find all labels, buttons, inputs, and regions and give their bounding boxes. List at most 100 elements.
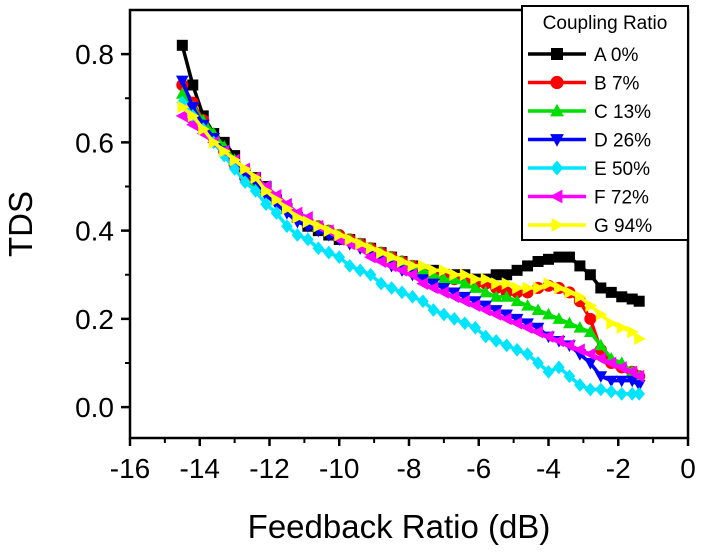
legend-item-a-0: A 0%: [528, 45, 638, 66]
x-tick-label: -10: [319, 453, 359, 484]
series-c-13-point: [489, 290, 503, 302]
series-g-94-point: [323, 224, 336, 237]
series-a-0-point: [522, 260, 534, 272]
series-c-13-point: [563, 316, 576, 329]
series-f-72-point: [447, 290, 460, 304]
series-g-94-point: [522, 281, 535, 295]
plot-area: [175, 39, 646, 401]
x-axis-title: Feedback Ratio (dB): [248, 508, 551, 545]
series-g-94-point: [574, 290, 587, 304]
series-a-0-point: [490, 269, 502, 281]
series-e-50-point: [406, 289, 419, 304]
series-c-13-point: [573, 321, 587, 333]
series-group: [175, 39, 646, 401]
series-a-0-point: [511, 264, 523, 276]
series-e-50-point: [396, 285, 408, 300]
series-f-72-point: [552, 334, 564, 348]
series-g-94-point: [543, 277, 556, 290]
series-a-0-point: [633, 295, 645, 307]
legend: Coupling Ratio A 0% B 7% C 13% D 26% E 50% F 7…: [521, 5, 689, 241]
series-c-13-point: [521, 299, 534, 311]
series-c-13-point: [510, 294, 524, 307]
series-e-50-point: [427, 303, 440, 317]
series-g-94-point: [240, 162, 252, 176]
series-g-94-point: [229, 153, 242, 167]
series-e-50-point: [605, 384, 618, 399]
series-e-50-point: [626, 387, 638, 401]
series-g-94-point: [627, 325, 639, 339]
series-e-50-point: [500, 338, 513, 353]
legend-item-e-50-marker: [550, 160, 564, 176]
x-tick-label: -8: [397, 453, 422, 484]
series-d-26-point: [604, 375, 618, 388]
legend-item-g-94-label: G 94%: [594, 216, 652, 237]
legend-title: Coupling Ratio: [543, 13, 668, 34]
y-tick-label: 0.0: [75, 392, 114, 423]
y-tick-label: 0.6: [75, 127, 114, 158]
series-f-72-point: [405, 268, 418, 282]
series-e-50-point: [490, 334, 502, 348]
series-e-50-point: [385, 281, 398, 295]
series-g-94-point: [271, 193, 284, 207]
series-d-26-point: [625, 375, 639, 388]
series-g-94-point: [250, 171, 263, 184]
series-g-94-point: [355, 237, 367, 251]
x-tick-label: -16: [110, 453, 150, 484]
series-g-94-point: [595, 308, 608, 321]
series-g-94-point: [554, 281, 566, 295]
series-e-50-point: [584, 382, 597, 397]
series-f-72-point: [604, 356, 617, 370]
series-f-72-point: [632, 369, 645, 383]
series-e-50-point: [364, 267, 377, 282]
series-g-94-point: [470, 272, 482, 286]
series-f-72-point: [374, 255, 387, 268]
series-g-94-point: [376, 246, 388, 260]
series-g-94-point: [634, 332, 646, 346]
series-e-50-point: [417, 294, 429, 309]
series-e-50-point: [448, 311, 461, 326]
series-g-94-point: [219, 144, 231, 158]
series-g-94-point: [334, 228, 346, 242]
series-a-0-point: [187, 79, 199, 91]
series-e-50-point: [354, 263, 366, 278]
series-d-26-point: [186, 102, 200, 114]
legend-item-a-0-marker: [551, 48, 563, 60]
legend-item-f-72-marker: [549, 189, 563, 204]
series-g-94-point: [449, 268, 461, 282]
series-e-50-point: [249, 184, 262, 198]
series-e-50-point: [633, 387, 645, 401]
y-tick-label: 0.8: [75, 39, 114, 70]
series-f-72-point: [468, 299, 481, 312]
series-d-26-point: [632, 380, 646, 392]
series-e-50-point: [438, 307, 450, 322]
legend-item-f-72: F 72%: [528, 188, 649, 209]
series-f-72-point: [416, 277, 428, 290]
series-a-0-point: [176, 39, 188, 51]
series-d-26-point: [175, 75, 189, 88]
series-a-0-point: [574, 260, 586, 272]
y-axis-title: TDS: [2, 191, 39, 257]
legend-item-c-13-label: C 13%: [594, 102, 651, 123]
series-e-50-point: [281, 219, 293, 234]
y-tick-label: 0.4: [75, 216, 114, 247]
legend-item-e-50: E 50%: [528, 159, 650, 180]
series-e-50-point: [511, 342, 523, 357]
series-a-0-point: [595, 282, 607, 294]
series-e-50-point: [270, 206, 283, 220]
series-e-50-point: [302, 232, 314, 247]
series-g-94: [177, 100, 646, 346]
series-f-72-point: [500, 312, 512, 326]
series-g-94-point: [418, 259, 430, 273]
legend-item-g-94: G 94%: [528, 216, 652, 237]
series-a-0-point: [605, 286, 617, 298]
series-f-72-point: [458, 294, 470, 308]
series-g-94-point: [281, 202, 294, 215]
series-f-72-point: [583, 347, 596, 361]
series-f-72-point: [594, 352, 606, 365]
series-c-13-point: [584, 325, 597, 338]
series-g-94-point: [480, 272, 493, 286]
series-e-50-point: [375, 276, 387, 291]
series-e-50: [176, 95, 645, 401]
legend-item-f-72-label: F 72%: [594, 188, 649, 209]
series-g-94-point: [302, 215, 315, 229]
